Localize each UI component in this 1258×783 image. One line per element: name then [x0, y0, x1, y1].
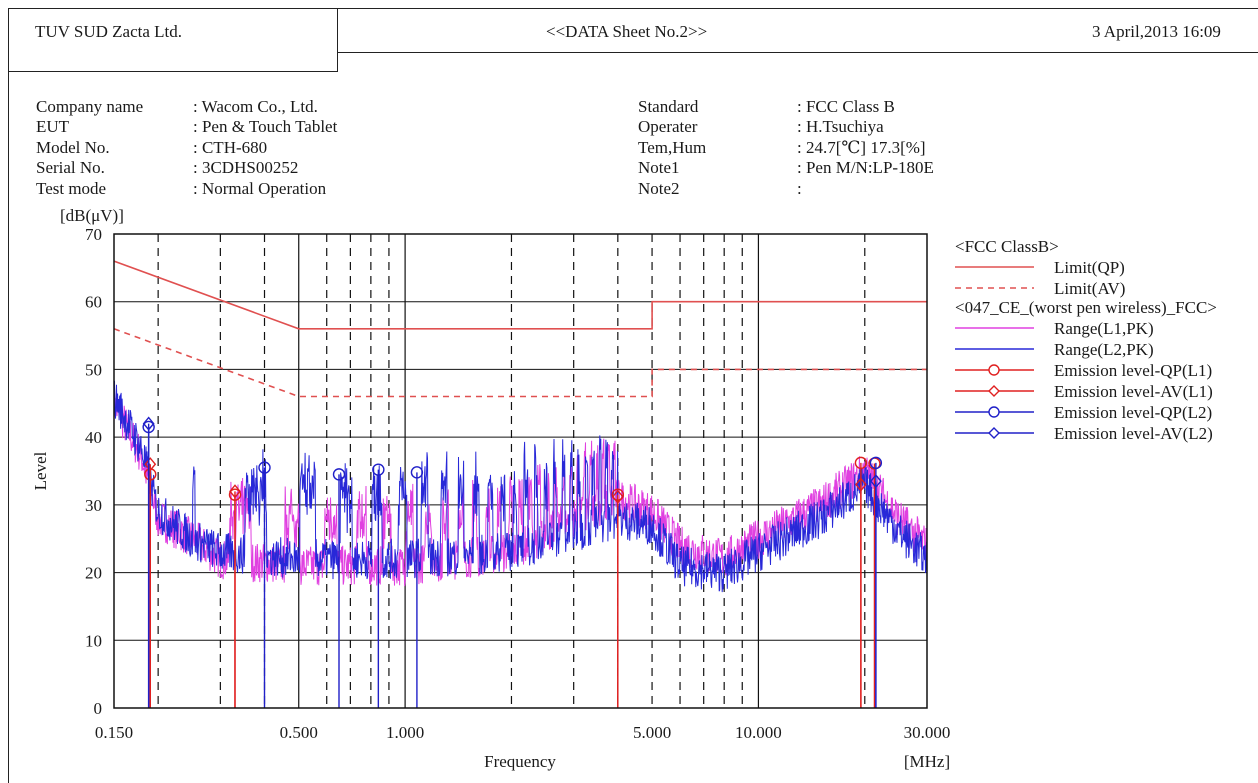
emission-qp-marker: [854, 456, 868, 470]
emission-av-marker: [869, 474, 882, 489]
report-datetime: 3 April,2013 16:09: [1092, 22, 1221, 41]
header-divider: [338, 52, 1258, 53]
legend-marker: [988, 364, 1000, 376]
plot-frame: [113, 233, 928, 709]
company-cell: [8, 8, 338, 72]
limit-line: [113, 260, 927, 330]
emission-av-marker: [142, 416, 155, 431]
legend-marker: [988, 427, 1000, 439]
info-value: : Wacom Co., Ltd.: [193, 97, 318, 116]
info-label: Standard: [638, 97, 699, 116]
y-tick-label: 50: [85, 360, 102, 379]
y-tick-label: 10: [85, 631, 102, 650]
emission-qp-marker: [372, 463, 385, 476]
info-value: : H.Tsuchiya: [797, 117, 884, 136]
info-value: : Pen M/N:LP-180E: [797, 158, 934, 177]
legend-group-title: <FCC ClassB>: [955, 237, 1059, 256]
info-label: Model No.: [36, 138, 110, 157]
limit-line: [113, 328, 927, 398]
info-value: : FCC Class B: [797, 97, 895, 116]
emission-qp-marker: [410, 466, 424, 479]
info-value: : Normal Operation: [193, 179, 327, 198]
y-tick-label: 20: [85, 564, 102, 583]
legend-entry-label: Limit(AV): [1054, 279, 1125, 298]
data-sheet-frame: [8, 8, 1258, 783]
info-label: EUT: [36, 117, 70, 136]
legend-marker: [988, 406, 1000, 418]
y-tick-label: 70: [85, 225, 102, 244]
y-tick-label: 60: [85, 293, 102, 312]
info-value: : Pen & Touch Tablet: [193, 117, 338, 136]
info-value: : 24.7[℃] 17.3[%]: [797, 138, 926, 157]
legend-entry-label: Emission level-AV(L1): [1054, 382, 1213, 401]
x-tick-label: 10.000: [735, 723, 782, 742]
info-label: Serial No.: [36, 158, 105, 177]
company-name: TUV SUD Zacta Ltd.: [35, 22, 182, 41]
info-label: Company name: [36, 97, 144, 116]
sheet-title: <<DATA Sheet No.2>>: [546, 22, 708, 41]
legend-entry-label: Emission level-AV(L2): [1054, 424, 1213, 443]
legend-entry-label: Emission level-QP(L1): [1054, 361, 1212, 380]
legend-entry-label: Range(L1,PK): [1054, 319, 1154, 338]
info-label: Note2: [638, 179, 680, 198]
info-value: : 3CDHS00252: [193, 158, 299, 177]
legend-marker: [988, 385, 1000, 397]
info-value: :: [797, 179, 802, 198]
emission-av-marker: [611, 489, 624, 504]
x-tick-label: 30.000: [904, 723, 951, 742]
x-tick-label: 5.000: [633, 723, 671, 742]
x-tick-label: 0.500: [280, 723, 318, 742]
info-label: Operater: [638, 117, 698, 136]
emission-qp-marker: [869, 456, 883, 470]
x-axis-label: Frequency: [484, 752, 556, 771]
emission-qp-marker: [332, 468, 346, 481]
y-axis-label: Level: [31, 451, 50, 490]
info-label: Note1: [638, 158, 680, 177]
y-tick-label: 30: [85, 496, 102, 515]
y-tick-label: 0: [94, 699, 103, 718]
legend-entry-label: Range(L2,PK): [1054, 340, 1154, 359]
info-label: Test mode: [36, 179, 107, 198]
y-unit-label: [dB(μV)]: [60, 206, 124, 225]
legend-entry-label: Limit(QP): [1054, 258, 1125, 277]
x-tick-label: 0.150: [95, 723, 133, 742]
legend-entry-label: Emission level-QP(L2): [1054, 403, 1212, 422]
x-unit-label: [MHz]: [904, 752, 950, 771]
emission-av-marker: [854, 477, 867, 492]
info-value: : CTH-680: [193, 138, 268, 157]
trace-line: [113, 380, 928, 593]
x-tick-label: 1.000: [386, 723, 424, 742]
y-tick-label: 40: [85, 428, 102, 447]
legend-group-title: <047_CE_(worst pen wireless)_FCC>: [955, 298, 1217, 317]
emission-av-marker: [144, 457, 157, 472]
info-label: Tem,Hum: [638, 138, 707, 157]
emission-qp-marker: [258, 461, 271, 474]
emission-av-marker: [229, 484, 241, 499]
